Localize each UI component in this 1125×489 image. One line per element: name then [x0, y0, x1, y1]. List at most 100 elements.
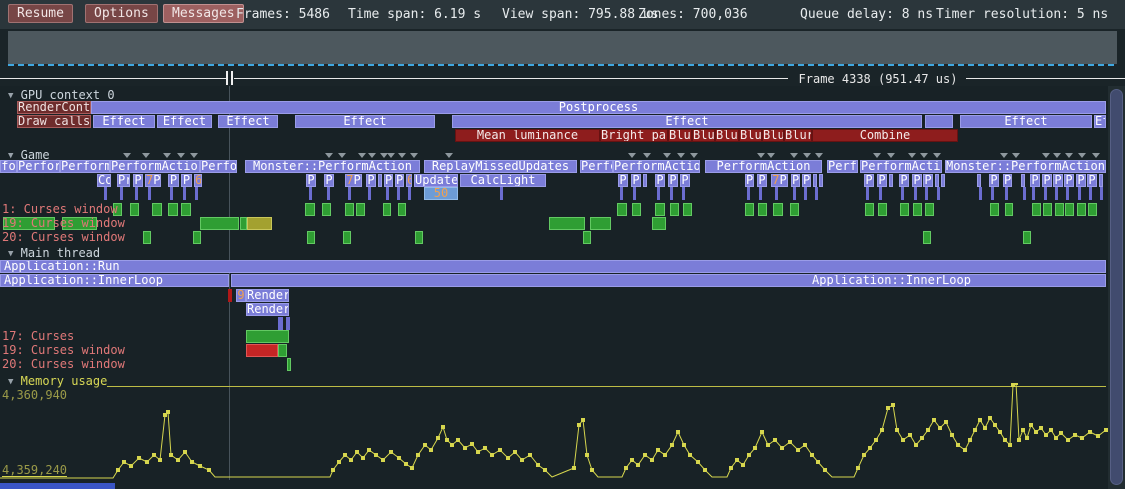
- zone-effect[interactable]: Effect: [157, 115, 212, 128]
- lock-label-19[interactable]: 19: Curses window: [2, 216, 125, 230]
- zone-tick[interactable]: [183, 187, 186, 200]
- game-zone[interactable]: 7P: [345, 174, 362, 187]
- frame-marker-red[interactable]: [228, 289, 232, 302]
- zone-tick[interactable]: [104, 187, 107, 200]
- zone-marker-triangle-icon[interactable]: [628, 153, 636, 158]
- zone-blur[interactable]: Blur: [739, 129, 762, 142]
- game-zone[interactable]: P: [877, 174, 887, 187]
- game-zone[interactable]: P: [791, 174, 800, 187]
- game-zone[interactable]: P: [1042, 174, 1052, 187]
- zone-marker-triangle-icon[interactable]: [410, 153, 418, 158]
- zone-performaction[interactable]: PerformActior: [110, 160, 200, 173]
- lock-event-box[interactable]: [1023, 231, 1031, 244]
- zone-blur[interactable]: Blur: [692, 129, 715, 142]
- lock-event-box[interactable]: [181, 203, 191, 216]
- zone-marker-triangle-icon[interactable]: [368, 153, 376, 158]
- lock-event-box[interactable]: [278, 344, 287, 357]
- zone-tick[interactable]: [397, 187, 400, 200]
- zone-replaymissedupdates[interactable]: ReplayMissedUpdates: [424, 160, 577, 173]
- zone-tick[interactable]: [1044, 187, 1047, 200]
- zone-marker-triangle-icon[interactable]: [677, 153, 685, 158]
- lock-event-box[interactable]: [900, 203, 909, 216]
- zone-marker-triangle-icon[interactable]: [790, 153, 798, 158]
- zone-marker-triangle-icon[interactable]: [325, 153, 333, 158]
- game-zone[interactable]: P: [384, 174, 393, 187]
- options-button[interactable]: Options: [85, 4, 158, 23]
- lock-event-box[interactable]: [62, 217, 97, 230]
- lock-event-box[interactable]: [1055, 203, 1064, 216]
- resume-button[interactable]: Resume: [8, 4, 73, 23]
- game-zone[interactable]: P: [864, 174, 874, 187]
- zone-marker-triangle-icon[interactable]: [358, 153, 366, 158]
- memory-graph[interactable]: [0, 381, 1125, 481]
- lock-label-1[interactable]: 1: Curses window: [2, 202, 118, 216]
- game-zone[interactable]: [1099, 174, 1103, 187]
- zone-tick[interactable]: [747, 187, 750, 200]
- zone-marker-triangle-icon[interactable]: [757, 153, 765, 158]
- zone-tick[interactable]: [670, 187, 673, 200]
- zone-tick[interactable]: [386, 187, 389, 200]
- zone-tick[interactable]: [759, 187, 762, 200]
- zone-tick[interactable]: [368, 187, 371, 200]
- game-zone[interactable]: P: [1053, 174, 1063, 187]
- lock-event-box[interactable]: [152, 203, 162, 216]
- lock-event-box[interactable]: [240, 217, 247, 230]
- lock-event-box[interactable]: [307, 231, 315, 244]
- game-zone[interactable]: P: [618, 174, 628, 187]
- game-zone[interactable]: Co: [97, 174, 111, 187]
- game-zone[interactable]: 7P: [145, 174, 161, 187]
- game-zone[interactable]: P: [1064, 174, 1074, 187]
- zone-marker-triangle-icon[interactable]: [1042, 153, 1050, 158]
- zone-tick[interactable]: [1100, 187, 1103, 200]
- lock-event-box[interactable]: [246, 330, 289, 343]
- lock-event-box[interactable]: [773, 203, 783, 216]
- lock-label-20[interactable]: 20: Curses window: [2, 230, 125, 244]
- game-zone[interactable]: P: [306, 174, 316, 187]
- game-zone[interactable]: P: [668, 174, 678, 187]
- game-zone[interactable]: [819, 174, 823, 187]
- game-zone[interactable]: 6: [406, 174, 412, 187]
- frame-label[interactable]: Frame 4338 (951.47 us): [798, 72, 958, 86]
- zone-marker-triangle-icon[interactable]: [767, 153, 775, 158]
- zone-marker-triangle-icon[interactable]: [1012, 153, 1020, 158]
- lock-event-box[interactable]: [356, 203, 365, 216]
- lock-event-box[interactable]: [3, 217, 55, 230]
- gpu-context-header[interactable]: ▼ GPU context 0: [8, 88, 115, 102]
- zone-postprocess[interactable]: Postprocess: [91, 101, 1106, 114]
- vertical-scrollbar-thumb[interactable]: [1110, 89, 1123, 485]
- zone-performaction[interactable]: Perforr: [17, 160, 60, 173]
- zone-marker-triangle-icon[interactable]: [803, 153, 811, 158]
- zone-performaction[interactable]: PerformActic: [860, 160, 942, 173]
- lock-event-box[interactable]: [655, 203, 665, 216]
- zone-performaction[interactable]: Perfoi: [200, 160, 237, 173]
- zone-tick[interactable]: [278, 317, 283, 330]
- game-zone[interactable]: P: [655, 174, 665, 187]
- game-zone[interactable]: P: [1030, 174, 1040, 187]
- zone-tick[interactable]: [979, 187, 982, 200]
- zone-marker-triangle-icon[interactable]: [1092, 153, 1100, 158]
- zone-tick[interactable]: [1066, 187, 1069, 200]
- collapse-triangle-icon[interactable]: ▼: [8, 377, 14, 387]
- game-zone[interactable]: 7P: [771, 174, 788, 187]
- lock-event-box[interactable]: [878, 203, 887, 216]
- lock-event-box[interactable]: [130, 203, 139, 216]
- zone-drawcalls[interactable]: Draw calls: [17, 115, 91, 128]
- lock-event-box[interactable]: [583, 231, 591, 244]
- zone-marker-triangle-icon[interactable]: [398, 153, 406, 158]
- lock-event-box[interactable]: [193, 231, 201, 244]
- lock-event-box[interactable]: [590, 217, 611, 230]
- vertical-scrollbar[interactable]: [1108, 86, 1125, 489]
- lock-event-box[interactable]: [1065, 203, 1074, 216]
- zone-effect[interactable]: Effect: [218, 115, 278, 128]
- lock-event-box[interactable]: [913, 203, 922, 216]
- lock-event-box[interactable]: [990, 203, 999, 216]
- zone-render[interactable]: Render: [246, 289, 289, 302]
- game-zone[interactable]: P: [133, 174, 143, 187]
- game-zone[interactable]: P: [757, 174, 767, 187]
- lock-event-box[interactable]: [652, 217, 666, 230]
- game-zone[interactable]: [1021, 174, 1025, 187]
- lock-event-box[interactable]: [113, 203, 122, 216]
- zone-tick[interactable]: [1089, 187, 1092, 200]
- zone-rendercontext[interactable]: RenderConte: [17, 101, 91, 114]
- game-zone[interactable]: P: [899, 174, 909, 187]
